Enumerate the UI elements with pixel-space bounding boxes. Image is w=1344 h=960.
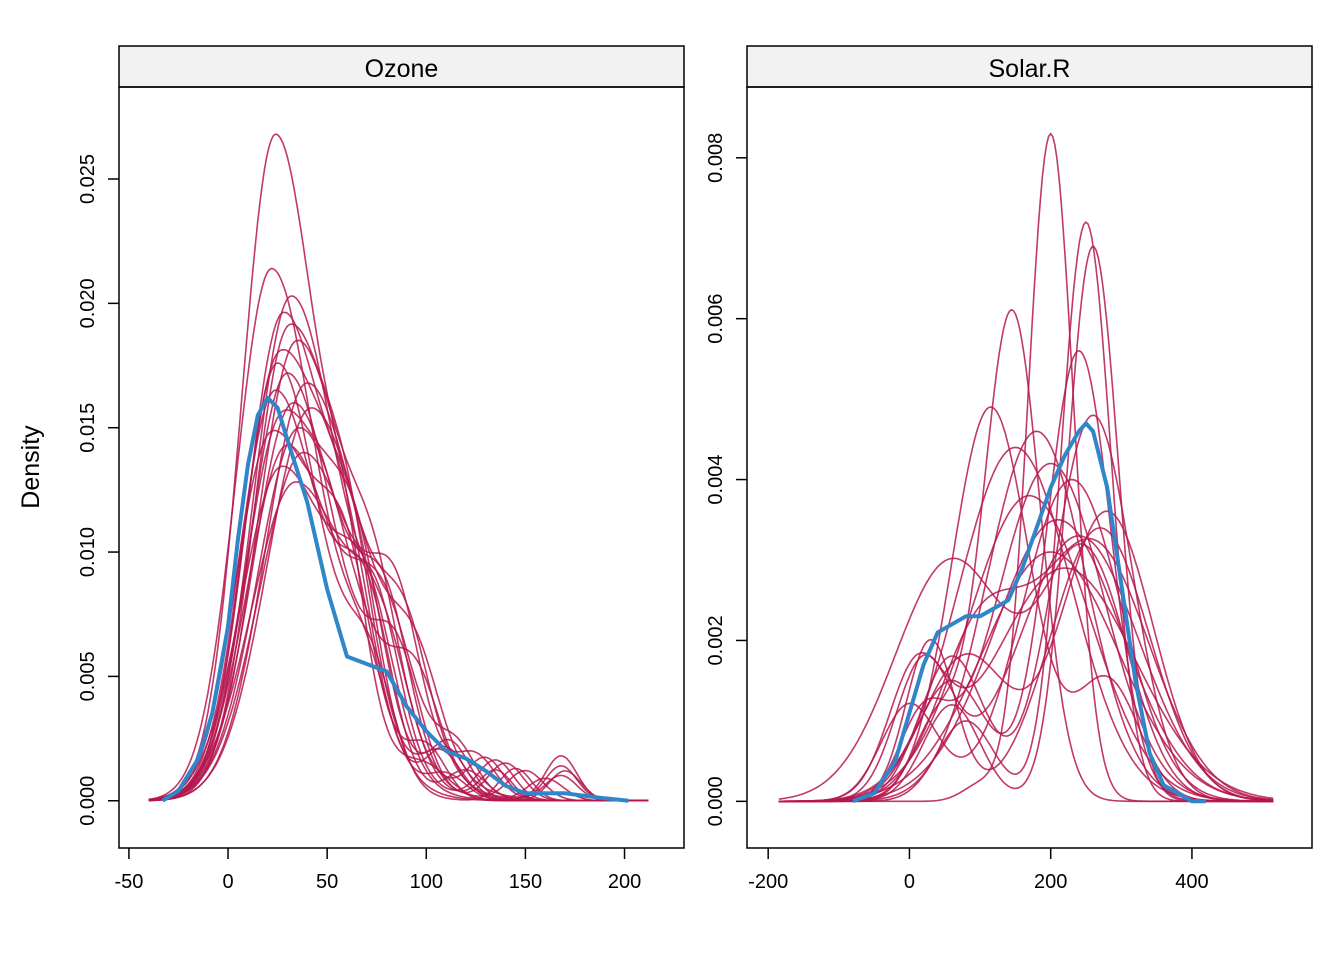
x-axis: -50 0 50 100 150 200 [114,848,641,893]
imputed-density-line-3 [148,295,649,802]
x-tick-label: 100 [410,871,443,893]
imputed-density-line-3 [778,245,1274,803]
y-tick-label: 0.020 [77,278,99,328]
y-axis: 0.000 0.005 0.010 0.015 0.020 0.025 [77,154,119,826]
y-tick-label: 0.004 [705,455,727,505]
panel-ozone: Ozone -50 0 50 100 150 200 0.000 0.005 0.010 0.015… [77,45,685,893]
imputed-density-line-12 [778,494,1274,803]
imputed-density-line-19 [778,567,1274,803]
y-tick-label: 0.015 [77,403,99,453]
panel-title: Ozone [365,55,439,83]
imputed-density-line-7 [778,406,1274,803]
x-tick-label: 0 [222,871,233,893]
density-curves [778,132,1274,804]
imputed-density-line-1 [778,132,1274,803]
y-axis: 0.000 0.002 0.004 0.006 0.008 [705,133,747,826]
x-tick-label: 150 [509,871,542,893]
panel-border [746,86,1313,849]
imputed-density-line-10 [778,462,1274,803]
imputed-density-line-6 [778,414,1274,803]
y-tick-label: 0.002 [705,615,727,665]
y-tick-label: 0.000 [77,776,99,826]
x-tick-label: 200 [1034,871,1067,893]
x-tick-label: 400 [1175,871,1208,893]
panel-strip [118,45,685,88]
imputed-density-line-12 [148,426,649,802]
imputed-density-line-14 [778,510,1274,803]
y-tick-label: 0.008 [705,133,727,183]
imputed-density-line-5 [778,349,1274,803]
imputed-density-line-8 [148,382,649,802]
imputed-density-line-11 [778,478,1274,803]
y-tick-label: 0.025 [77,154,99,204]
density-curves [148,133,649,803]
x-tick-label: 50 [316,871,338,893]
panel-solar-r: Solar.R-200 0 200 4000.0000.0020.0040.0060.… [705,45,1313,893]
x-tick-label: 200 [608,871,641,893]
x-tick-label: -50 [114,871,143,893]
imputed-density-line-8 [778,430,1274,803]
y-axis-title: Density [17,425,45,509]
observed-density-line [161,395,629,803]
panel-title: Solar.R [989,55,1071,83]
y-tick-label: 0.010 [77,527,99,577]
imputed-density-line-13 [778,543,1274,803]
imputed-density-line-20 [148,407,649,802]
panel-border [118,86,685,849]
imputed-density-line-19 [148,323,649,802]
x-tick-label: 0 [904,871,915,893]
y-tick-label: 0.000 [705,776,727,826]
observed-density-line [852,421,1207,804]
y-tick-label: 0.006 [705,294,727,344]
x-axis: -200 0 200 400 [748,848,1209,893]
x-tick-label: -200 [748,871,788,893]
y-tick-label: 0.005 [77,651,99,701]
